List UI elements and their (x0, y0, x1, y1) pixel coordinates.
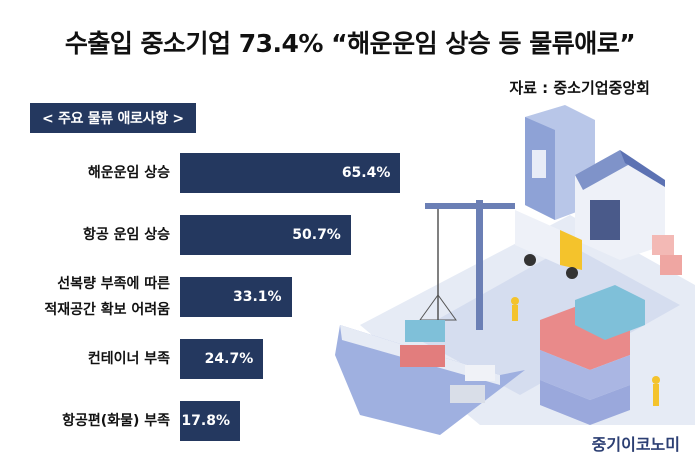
worker-figure (511, 297, 660, 406)
category-label-line: 항공 운임 상승 (82, 227, 170, 243)
category-label-line: 적재공간 확보 어려움 (44, 302, 170, 318)
bar: 24.7% (180, 339, 264, 379)
bar: 50.7% (180, 215, 351, 255)
cargo-ship (335, 320, 525, 435)
brand-logo: 중기이코노미 (591, 435, 680, 454)
bar-value-label: 17.8% (181, 413, 230, 429)
bar: 65.4% (180, 153, 401, 193)
bar-value-label: 24.7% (204, 351, 254, 367)
logistics-illustration (335, 105, 695, 435)
category-label-line: 컨테이너 부족 (87, 351, 170, 367)
bar: 33.1% (180, 277, 292, 317)
category-label: 항공 운임 상승 (20, 222, 170, 248)
cargo-box (652, 235, 674, 255)
category-label-line: 선복량 부족에 따른 (57, 276, 170, 292)
category-label: 해운운임 상승 (20, 160, 170, 186)
category-label-line: 항공편(화물) 부족 (62, 413, 170, 429)
bar-value-label: 50.7% (292, 227, 341, 243)
crane-tower (476, 200, 483, 330)
source-note: 자료 : 중소기업중앙회 (509, 79, 650, 97)
container-stack (540, 285, 645, 425)
category-label: 항공편(화물) 부족 (20, 408, 170, 434)
chart-title: 수출입 중소기업 73.4% “해운운임 상승 등 물류애로” (64, 29, 636, 58)
category-label: 컨테이너 부족 (20, 346, 170, 372)
section-label: < 주요 물류 애로사항 > (30, 103, 196, 133)
truck (515, 210, 582, 279)
bar-value-label: 33.1% (232, 289, 282, 305)
bar-value-label: 65.4% (341, 165, 391, 181)
category-label-line: 해운운임 상승 (87, 165, 170, 181)
bar: 17.8% (180, 401, 240, 441)
